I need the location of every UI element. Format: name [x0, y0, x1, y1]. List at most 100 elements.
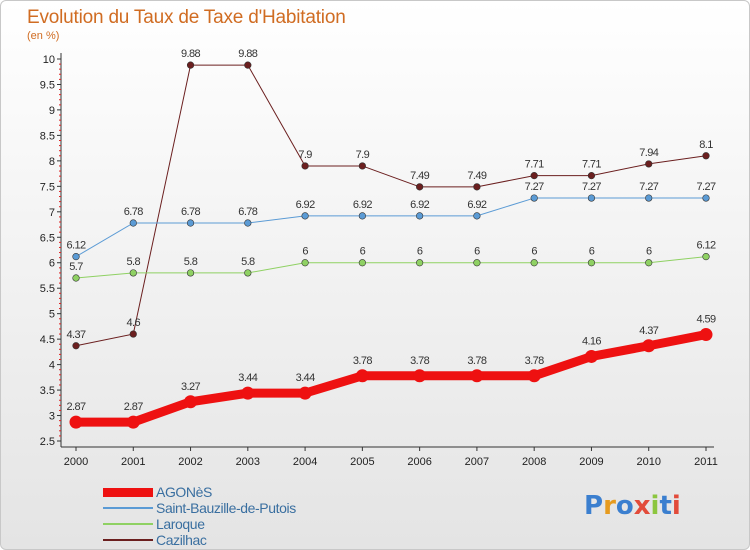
data-point-cazilhac: [244, 61, 252, 69]
data-label-laroque: 5.8: [184, 256, 198, 268]
y-tick-label: 8.5: [40, 130, 55, 142]
data-point-saint-bauzille-de-putois: [129, 219, 137, 227]
y-tick-label: 7: [49, 207, 55, 219]
data-label-saint-bauzille-de-putois: 6.78: [124, 206, 143, 218]
series-line-laroque: [75, 256, 707, 279]
data-label-agon-s: 4.16: [582, 335, 601, 347]
data-label-agon-s: 3.78: [467, 355, 486, 367]
data-point-agon-s: [413, 369, 427, 383]
data-point-agon-s: [241, 386, 255, 400]
data-label-laroque: 6: [417, 246, 423, 258]
data-label-laroque: 5.8: [241, 256, 255, 268]
x-tick-label: 2010: [636, 456, 660, 468]
x-tick-label: 2008: [522, 456, 546, 468]
data-label-agon-s: 4.59: [696, 314, 715, 326]
data-label-cazilhac: 7.49: [467, 170, 486, 182]
y-tick-label: 6: [49, 258, 55, 270]
y-tick-label: 9.5: [40, 79, 55, 91]
data-point-agon-s: [355, 369, 369, 383]
logo-letter: i: [671, 491, 681, 521]
data-point-cazilhac: [72, 342, 80, 350]
data-label-laroque: 6: [360, 246, 366, 258]
y-tick-label: 4.5: [40, 334, 55, 346]
data-point-laroque: [473, 259, 481, 267]
x-tick-label: 2005: [350, 456, 374, 468]
y-tick-label: 9: [49, 105, 55, 117]
data-label-agon-s: 2.87: [66, 401, 85, 413]
data-point-laroque: [358, 259, 366, 267]
data-point-laroque: [301, 259, 309, 267]
data-point-cazilhac: [473, 183, 481, 191]
y-tick-label: 4: [49, 360, 55, 372]
legend-label: Laroque: [156, 516, 205, 532]
data-point-agon-s: [298, 386, 312, 400]
series-line-saint-bauzille-de-putois: [75, 197, 707, 258]
data-point-cazilhac: [301, 162, 309, 170]
data-label-cazilhac: 7.49: [410, 170, 429, 182]
data-label-laroque: 5.7: [69, 261, 83, 273]
y-tick-label: 7.5: [40, 181, 55, 193]
data-point-agon-s: [69, 415, 83, 429]
data-label-saint-bauzille-de-putois: 6.92: [467, 199, 486, 211]
data-point-cazilhac: [645, 160, 653, 168]
logo-letter: t: [659, 491, 672, 521]
data-label-agon-s: 2.87: [124, 401, 143, 413]
data-label-cazilhac: 7.9: [298, 149, 312, 161]
data-label-laroque: 6: [474, 246, 480, 258]
data-point-saint-bauzille-de-putois: [358, 212, 366, 220]
data-point-laroque: [702, 253, 710, 261]
data-label-cazilhac: 7.71: [525, 159, 544, 171]
data-point-saint-bauzille-de-putois: [72, 253, 80, 261]
proxiti-logo: Proxiti: [584, 491, 681, 521]
data-label-laroque: 6.12: [696, 240, 715, 252]
y-tick-label: 5.5: [40, 283, 55, 295]
data-labels-layer: 4.37 4.6 9.88 9.88 7.9 7.9 7.49 7.49 7.71 7.71 7.9…: [66, 48, 716, 413]
data-point-laroque: [587, 259, 596, 267]
x-tick-label: 2000: [64, 456, 88, 468]
data-label-agon-s: 3.78: [525, 355, 544, 367]
legend-label: Saint-Bauzille-de-Putois: [156, 500, 296, 516]
y-tick-label: 8: [49, 156, 55, 168]
data-label-agon-s: 3.44: [238, 372, 257, 384]
data-label-cazilhac: 7.94: [639, 147, 658, 159]
data-point-saint-bauzille-de-putois: [645, 194, 653, 202]
x-tick-label: 2006: [407, 456, 431, 468]
data-label-saint-bauzille-de-putois: 6.12: [66, 240, 85, 252]
data-label-agon-s: 3.27: [181, 381, 200, 393]
legend-label: AGONèS: [156, 484, 212, 500]
x-tick-label: 2003: [236, 456, 260, 468]
y-tick-label: 10: [43, 54, 55, 66]
data-label-saint-bauzille-de-putois: 6.78: [181, 206, 200, 218]
data-point-cazilhac: [530, 172, 538, 180]
data-label-saint-bauzille-de-putois: 6.92: [410, 199, 429, 211]
y-tick-label: 6.5: [40, 232, 55, 244]
data-label-saint-bauzille-de-putois: 7.27: [582, 181, 601, 193]
data-label-saint-bauzille-de-putois: 7.27: [696, 181, 715, 193]
data-point-saint-bauzille-de-putois: [587, 194, 596, 202]
data-point-laroque: [530, 259, 538, 267]
legend-label: Cazilhac: [156, 532, 207, 548]
data-point-cazilhac: [416, 183, 424, 191]
legend-swatch: [103, 487, 153, 497]
data-point-agon-s: [126, 415, 140, 429]
data-label-agon-s: 3.78: [353, 355, 372, 367]
data-point-cazilhac: [358, 162, 366, 170]
legend-swatch: [103, 539, 153, 541]
data-label-saint-bauzille-de-putois: 6.78: [238, 206, 257, 218]
data-point-saint-bauzille-de-putois: [702, 194, 710, 202]
data-point-agon-s: [699, 328, 713, 342]
series-line-agon-s: [71, 330, 711, 427]
x-tick-label: 2004: [293, 456, 317, 468]
data-point-saint-bauzille-de-putois: [530, 194, 538, 202]
data-label-saint-bauzille-de-putois: 6.92: [296, 199, 315, 211]
data-point-saint-bauzille-de-putois: [301, 212, 309, 220]
x-tick-label: 2001: [121, 456, 145, 468]
data-point-agon-s: [527, 369, 541, 383]
x-tick-label: 2009: [579, 456, 603, 468]
data-label-cazilhac: 8.1: [699, 139, 713, 151]
legend-swatch: [103, 523, 153, 525]
data-point-agon-s: [642, 339, 656, 353]
data-label-laroque: 6: [646, 246, 652, 258]
data-point-saint-bauzille-de-putois: [244, 219, 252, 227]
data-label-laroque: 6: [302, 246, 308, 258]
